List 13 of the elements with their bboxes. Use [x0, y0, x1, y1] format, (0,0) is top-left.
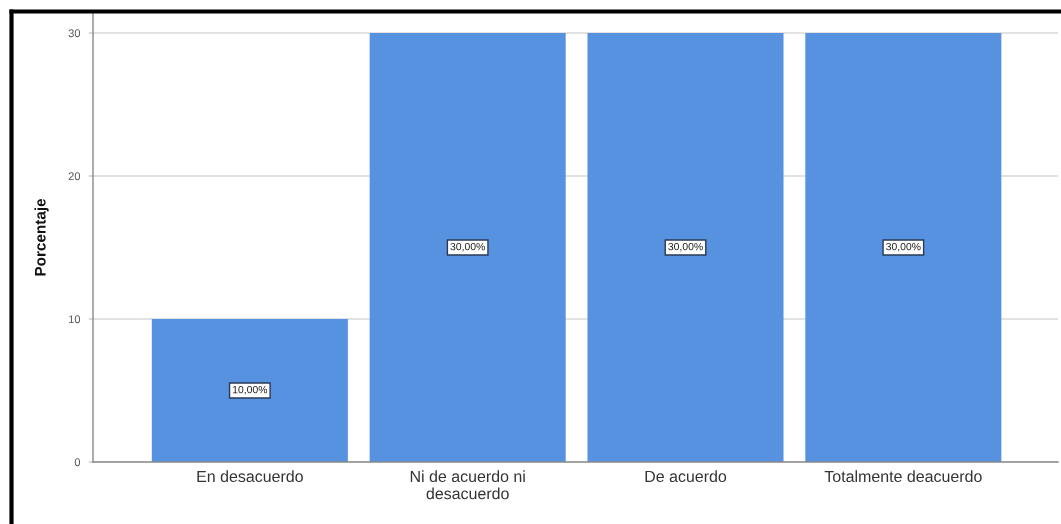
- y-tick-label: 30: [68, 29, 81, 38]
- data-label: 30,00%: [668, 242, 703, 252]
- x-tick-label: De acuerdo: [645, 470, 727, 483]
- x-tick-label: Totalmente deacuerdo: [824, 470, 982, 483]
- y-tick-label: 20: [68, 172, 81, 181]
- data-label: 30,00%: [450, 242, 485, 252]
- data-label: 30,00%: [886, 242, 921, 252]
- x-tick-label: En desacuerdo: [197, 470, 303, 483]
- y-tick-label: 10: [68, 315, 81, 324]
- x-tick-label: Ni de acuerdo ni desacuerdo: [410, 470, 525, 500]
- y-tick-label: 0: [74, 458, 81, 467]
- data-label: 10,00%: [232, 385, 268, 395]
- y-axis-title: Porcentaje: [34, 198, 49, 276]
